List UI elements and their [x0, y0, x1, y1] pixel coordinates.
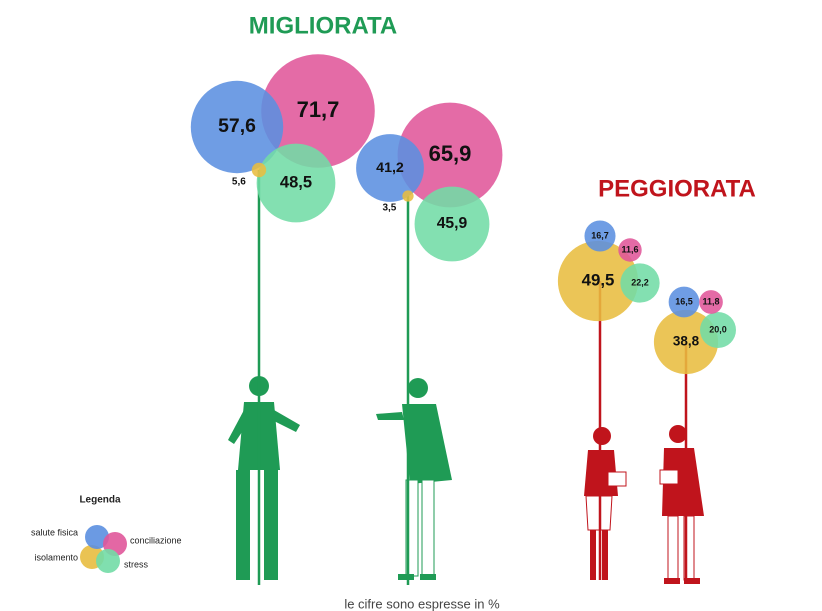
- value-label: 45,9: [437, 215, 468, 232]
- group-title: MIGLIORATA: [249, 12, 397, 39]
- value-label: 57,6: [218, 115, 256, 137]
- legend-label: isolamento: [34, 552, 78, 562]
- person-figure: [376, 378, 452, 580]
- figures: [228, 376, 704, 584]
- legend-label: salute fisica: [31, 527, 78, 537]
- value-label: 38,8: [673, 334, 700, 349]
- person-figure: [584, 427, 626, 580]
- value-label: 16,7: [591, 230, 609, 240]
- person-figure: [228, 376, 300, 580]
- value-label: 3,5: [382, 203, 396, 214]
- value-label: 48,5: [280, 172, 312, 191]
- note: le cifre sono espresse in %: [344, 596, 500, 611]
- group-title: PEGGIORATA: [598, 175, 756, 202]
- legend-label: conciliazione: [130, 535, 182, 545]
- value-label: 20,0: [709, 324, 727, 334]
- value-label: 41,2: [376, 160, 404, 176]
- value-label: 5,6: [232, 177, 246, 188]
- bubble: [252, 163, 266, 177]
- value-label: 16,5: [675, 296, 693, 306]
- value-label: 22,2: [631, 277, 649, 287]
- value-label: 71,7: [297, 97, 340, 122]
- value-label: 11,6: [621, 244, 638, 254]
- infographic: Legenda le cifre sono espresse in % MIGL…: [0, 0, 822, 611]
- person-figure: [660, 425, 704, 584]
- legend-title: Legenda: [79, 495, 121, 506]
- bubble: [402, 190, 413, 201]
- value-label: 49,5: [582, 270, 615, 289]
- legend-swatch: [96, 549, 120, 573]
- value-label: 65,9: [429, 141, 472, 166]
- value-label: 11,8: [702, 296, 719, 306]
- legend-label: stress: [124, 559, 149, 569]
- page: Legenda le cifre sono espresse in % MIGL…: [0, 0, 822, 611]
